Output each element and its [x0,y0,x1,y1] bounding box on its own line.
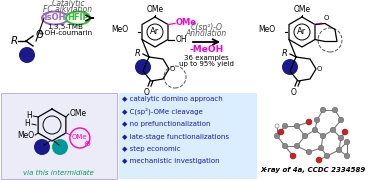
Text: -MeOH: -MeOH [189,44,224,53]
Text: OMe: OMe [176,18,197,27]
Text: FC alkylation: FC alkylation [43,6,93,15]
Text: H: H [26,111,32,120]
Text: O: O [35,30,43,40]
Text: 36 examples: 36 examples [184,55,229,61]
Text: Ar: Ar [150,28,160,37]
Text: O: O [291,88,297,97]
Text: ◆ late-stage functionalizations: ◆ late-stage functionalizations [122,134,229,140]
Text: OMe: OMe [72,134,88,140]
Circle shape [19,47,35,63]
Circle shape [306,119,312,125]
Circle shape [306,149,312,155]
Text: ◆ C(sp²)-OMe cleavage: ◆ C(sp²)-OMe cleavage [122,108,203,115]
Text: MeO: MeO [17,132,34,141]
Ellipse shape [42,12,68,24]
Circle shape [52,139,68,155]
FancyBboxPatch shape [259,93,377,179]
Circle shape [338,135,344,141]
Ellipse shape [66,12,90,24]
Text: TsOH: TsOH [43,14,67,22]
Circle shape [312,127,318,133]
Circle shape [290,153,296,159]
Circle shape [302,133,308,139]
Text: Annulation: Annulation [186,30,227,39]
Text: OMe: OMe [70,109,87,118]
Circle shape [274,133,280,139]
Circle shape [314,117,320,123]
Text: OH: OH [176,35,187,44]
Text: O: O [144,88,150,97]
Circle shape [330,127,336,133]
Text: R: R [282,48,288,57]
Circle shape [320,107,326,113]
Circle shape [135,59,151,75]
Circle shape [344,153,350,159]
Text: Ar: Ar [297,28,307,37]
Text: C(sp²)-O: C(sp²)-O [191,24,223,33]
Text: O: O [317,66,322,72]
Circle shape [294,123,300,129]
Text: up to 95% yield: up to 95% yield [179,61,234,67]
Circle shape [282,59,298,75]
Text: ⊕: ⊕ [84,140,90,148]
Circle shape [34,139,50,155]
Circle shape [336,147,342,153]
Circle shape [338,117,344,123]
Circle shape [320,133,326,139]
Circle shape [332,107,338,113]
Text: R: R [135,48,141,57]
Text: H: H [24,118,30,127]
Text: MeO: MeO [111,26,128,35]
Circle shape [318,145,324,151]
Text: Catalytic: Catalytic [51,0,85,8]
Circle shape [316,157,322,163]
Circle shape [342,129,348,135]
Text: O: O [170,66,175,72]
Text: R: R [10,36,18,46]
Circle shape [275,124,279,128]
Text: ◆ no prefunctionalization: ◆ no prefunctionalization [122,121,211,127]
Text: X-ray of 4a, CCDC 2334589: X-ray of 4a, CCDC 2334589 [260,167,366,173]
Circle shape [282,123,288,129]
Circle shape [278,129,284,135]
Text: ◆ catalytic domino approach: ◆ catalytic domino approach [122,96,223,102]
Circle shape [324,153,330,159]
Text: via this intermidiate: via this intermidiate [23,170,93,176]
Text: ◆ step economic: ◆ step economic [122,146,181,152]
Circle shape [282,143,288,149]
Text: OMe: OMe [146,5,164,14]
Circle shape [344,139,350,145]
Text: HFIP: HFIP [67,14,89,22]
Text: 4-OH-coumarin: 4-OH-coumarin [37,30,93,36]
Text: 1,3,5-TMB: 1,3,5-TMB [47,24,83,30]
FancyBboxPatch shape [1,93,117,179]
Text: MeO: MeO [258,26,275,35]
Text: O: O [323,15,329,21]
Circle shape [294,143,300,149]
Text: OMe: OMe [293,5,311,14]
Text: ◆ mechanistic investigation: ◆ mechanistic investigation [122,159,220,165]
FancyBboxPatch shape [119,93,257,179]
